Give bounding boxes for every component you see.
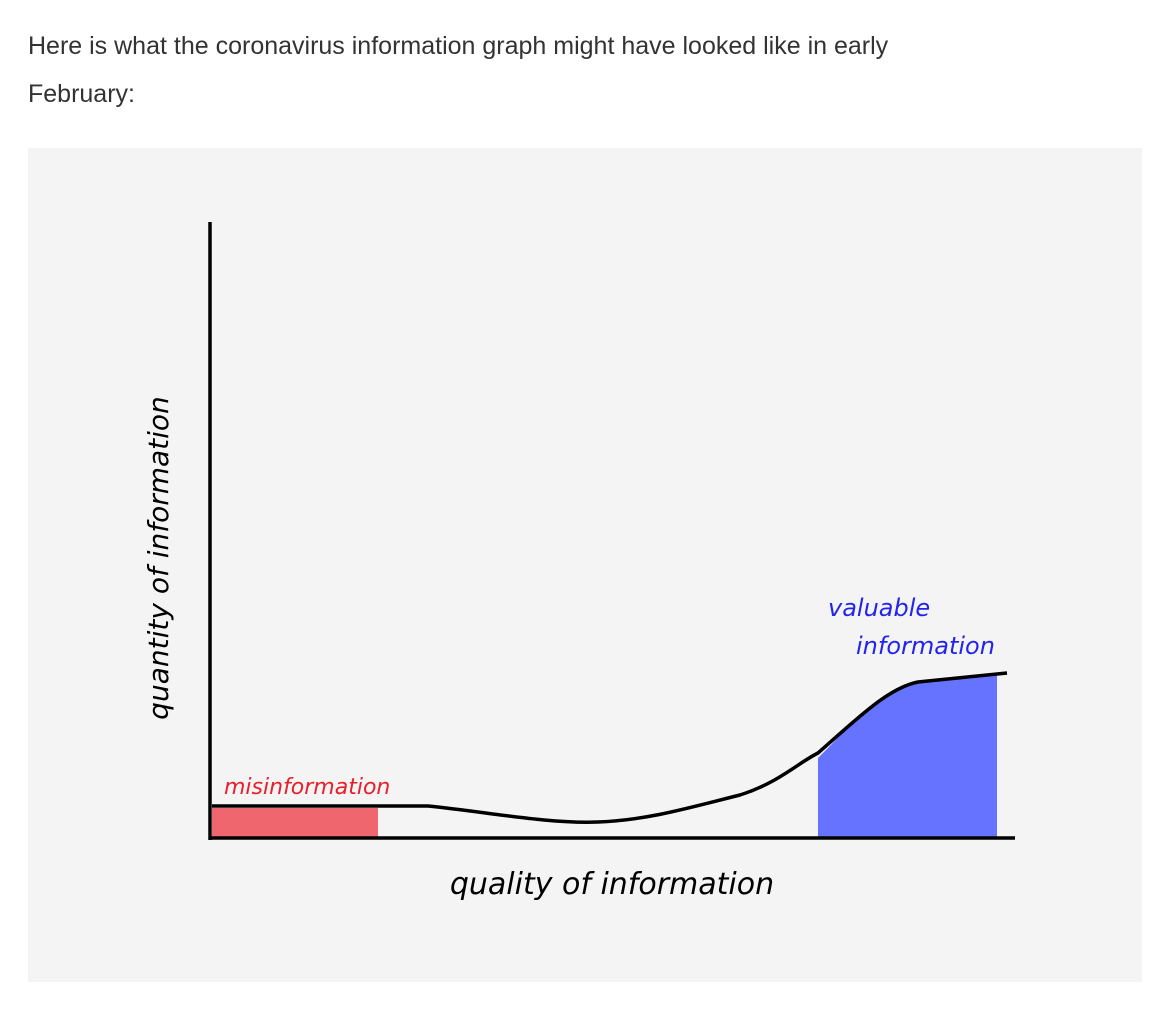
valuable-label: valuable bbox=[828, 594, 930, 622]
y-axis-label: quantity of information bbox=[142, 396, 175, 720]
x-axis-label: quality of information bbox=[450, 867, 774, 902]
figure: misinformation valuable information qual… bbox=[28, 148, 1142, 982]
figure-background bbox=[28, 148, 1142, 982]
paragraph: Here is what the coronavirus information… bbox=[28, 22, 888, 118]
valuable-label: information bbox=[856, 632, 995, 660]
paragraph-line: February: bbox=[28, 80, 135, 108]
curve bbox=[212, 671, 1008, 824]
paragraph-line: Here is what the coronavirus information… bbox=[28, 32, 889, 60]
misinformation-area bbox=[212, 808, 378, 838]
misinformation-label: misinformation bbox=[224, 775, 390, 800]
